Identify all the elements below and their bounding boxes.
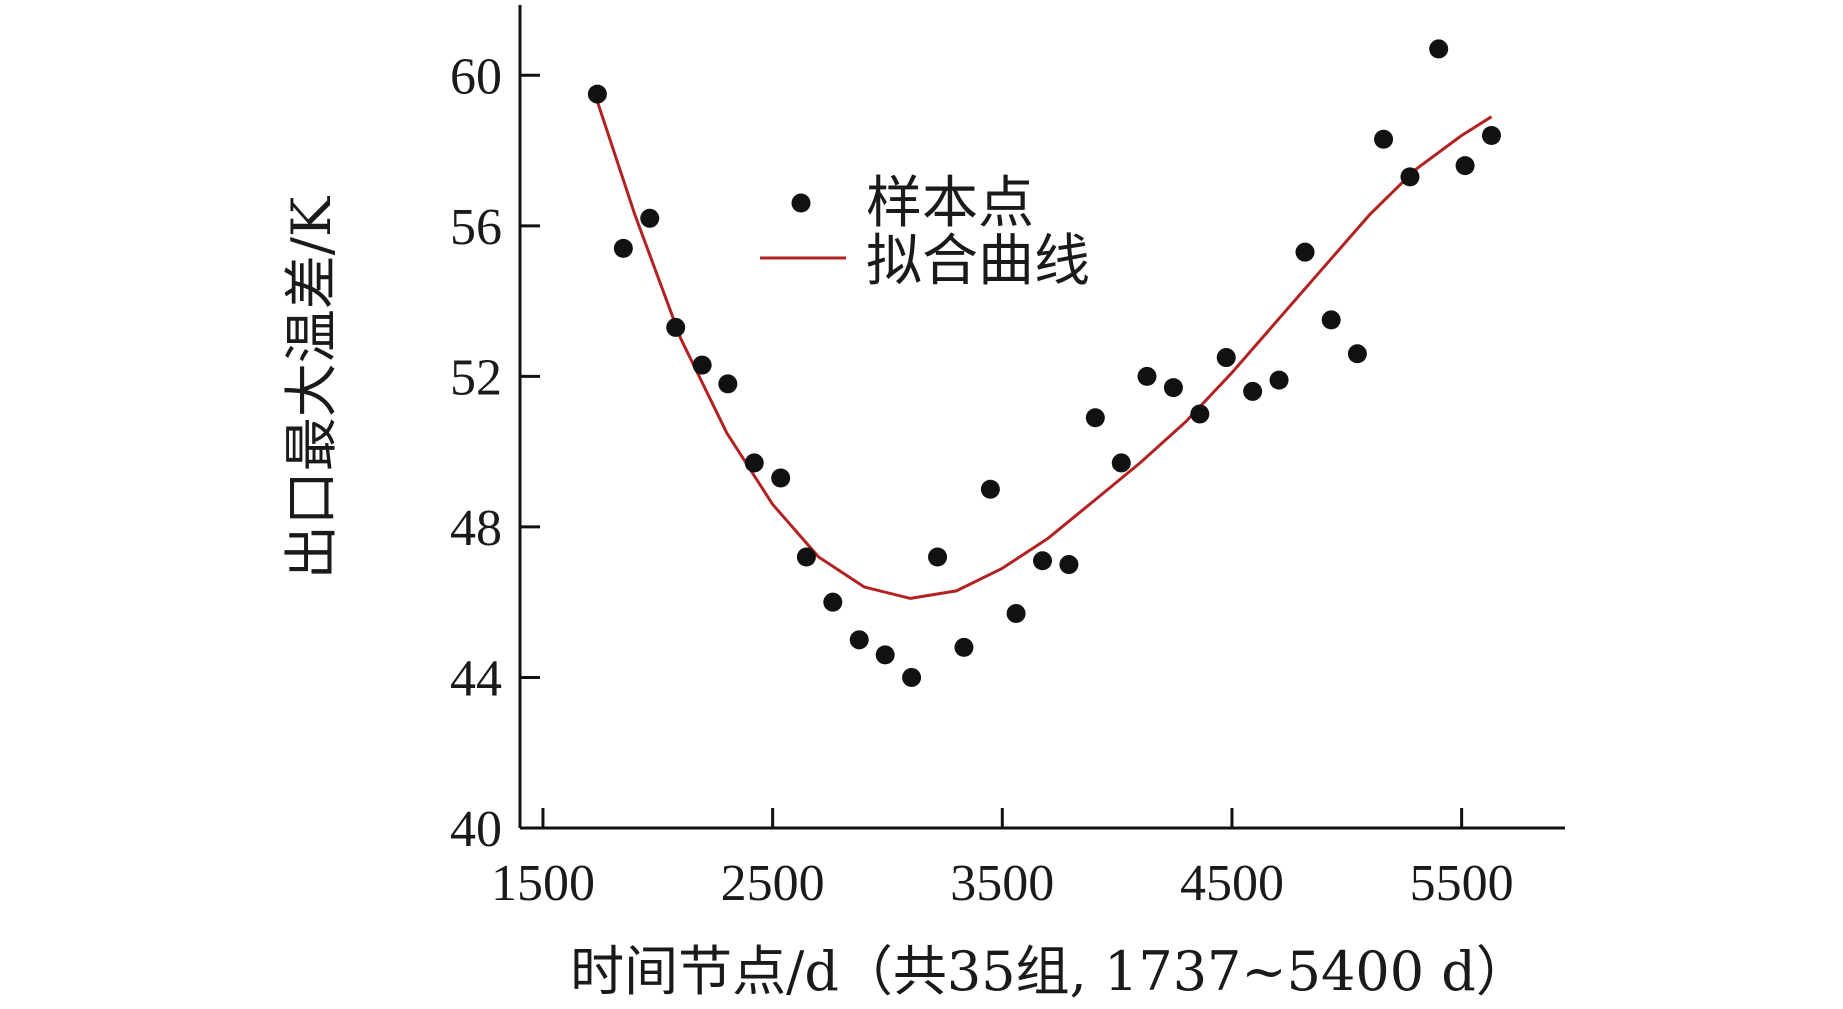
- sample-point-8: [771, 468, 791, 488]
- x-tick-label-1500: 1500: [491, 855, 595, 912]
- sample-point-5: [692, 355, 712, 375]
- legend-label-curve: 拟合曲线: [866, 229, 1090, 294]
- sample-point-32: [1400, 167, 1420, 187]
- x-tick-label-3500: 3500: [950, 855, 1054, 912]
- y-tick-label-60: 60: [450, 48, 502, 105]
- sample-point-34: [1455, 156, 1475, 176]
- sample-point-9: [796, 547, 816, 567]
- y-tick-label-44: 44: [450, 650, 502, 707]
- sample-point-20: [1085, 408, 1105, 428]
- sample-point-17: [1006, 603, 1026, 623]
- legend-marker-points: [791, 193, 811, 213]
- sample-point-28: [1295, 242, 1315, 262]
- sample-point-4: [666, 317, 686, 337]
- y-tick-label-52: 52: [450, 349, 502, 406]
- sample-point-3: [640, 208, 660, 228]
- sample-point-29: [1321, 310, 1341, 330]
- sample-point-15: [954, 637, 974, 657]
- x-tick-label-4500: 4500: [1180, 855, 1284, 912]
- sample-point-18: [1033, 551, 1052, 571]
- axes: 1500 2500 3500 4500 5500 40 44 48 52 56 60: [450, 5, 1565, 912]
- sample-point-1: [587, 84, 607, 104]
- sample-points-layer: [587, 39, 1502, 687]
- sample-point-21: [1111, 453, 1131, 473]
- y-axis-title: 出口最大温差/K: [280, 195, 343, 579]
- fit-curve: [595, 101, 1493, 600]
- sample-point-13: [902, 667, 922, 687]
- sample-point-26: [1243, 381, 1263, 401]
- sample-point-23: [1163, 378, 1183, 398]
- sample-point-16: [980, 479, 1000, 499]
- sample-point-2: [613, 238, 633, 258]
- sample-point-10: [823, 592, 843, 612]
- sample-point-19: [1059, 555, 1079, 575]
- sample-point-30: [1347, 344, 1367, 364]
- x-axis-title: 时间节点/d（共35组, 1737~5400 d）: [570, 940, 1530, 1003]
- sample-point-12: [875, 645, 895, 665]
- sample-point-7: [744, 453, 764, 473]
- y-tick-label-48: 48: [450, 500, 502, 557]
- x-tick-label-2500: 2500: [721, 855, 825, 912]
- sample-point-14: [928, 547, 948, 567]
- legend-label-points: 样本点: [866, 171, 1034, 236]
- sample-point-11: [849, 630, 869, 650]
- sample-point-27: [1269, 370, 1289, 390]
- sample-point-33: [1429, 39, 1449, 59]
- fit-curve-layer: [595, 101, 1493, 600]
- y-tick-label-56: 56: [450, 199, 502, 256]
- sample-point-31: [1374, 129, 1394, 149]
- sample-point-22: [1137, 366, 1157, 386]
- sample-point-24: [1190, 404, 1210, 424]
- y-tick-label-40: 40: [450, 801, 502, 858]
- sample-point-25: [1216, 348, 1236, 368]
- sample-point-6: [718, 374, 738, 394]
- x-tick-label-5500: 5500: [1410, 855, 1514, 912]
- sample-point-35: [1482, 125, 1502, 145]
